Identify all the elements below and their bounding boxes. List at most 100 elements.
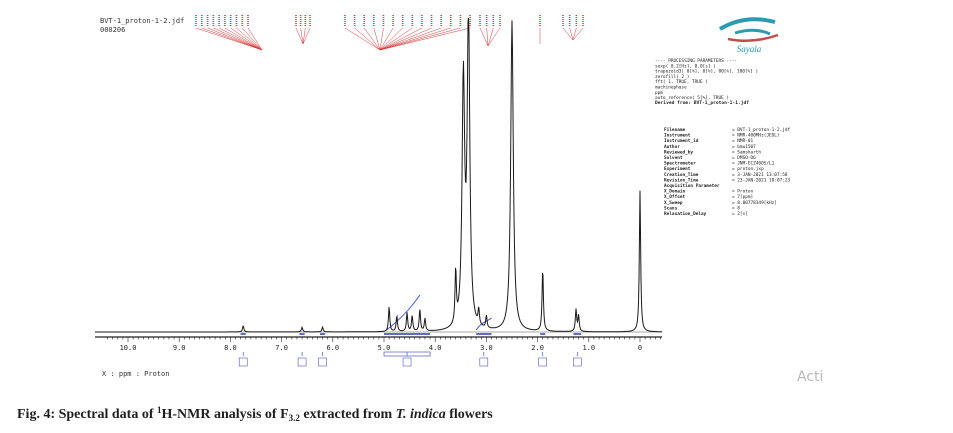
integration-bracket xyxy=(383,351,431,357)
processing-line: sexp( 0.2[Hz], 0.0[s] ) xyxy=(655,63,716,69)
metadata-key: Creation_Time xyxy=(664,172,699,178)
caption-prefix: Fig. 4: Spectral data of xyxy=(17,407,157,422)
peak-label-leader xyxy=(572,27,577,41)
file-id: 000206 xyxy=(100,26,125,34)
peak-label-leader xyxy=(302,27,311,45)
peak-label-leader xyxy=(242,27,263,51)
integration-value-box xyxy=(402,357,412,367)
peak-label-leader xyxy=(364,27,381,51)
metadata-value: = proton.jxp xyxy=(732,166,764,172)
peak-label-leader xyxy=(218,27,263,51)
peak-label-leader xyxy=(224,27,263,51)
integration-value-box xyxy=(238,357,248,367)
metadata-value: = 2[s] xyxy=(732,211,748,217)
integration-value-box xyxy=(538,357,547,367)
peak-label-leader xyxy=(344,27,381,51)
peak-label-leader xyxy=(295,27,304,45)
caption-italic: T. indica xyxy=(396,407,446,422)
peak-label-leader xyxy=(379,27,394,51)
metadata-key: Author xyxy=(664,144,680,150)
logo-text: Sayala xyxy=(737,44,762,54)
metadata-key: Instrument xyxy=(664,133,691,139)
metadata-key: Scans xyxy=(664,205,678,211)
peak-label-leader xyxy=(379,27,442,51)
peak-label-leader xyxy=(195,27,263,51)
x-tick-label: 8.0 xyxy=(224,344,237,352)
processing-line: ---- PROCESSING PARAMETERS ---- xyxy=(655,58,737,64)
processing-line: trapezoid3( 0[%], 0[%], 80[%], 100[%] ) xyxy=(655,69,758,75)
processing-line: zerofill( 2 ) xyxy=(655,74,689,80)
caption-suffix: flowers xyxy=(446,407,494,422)
metadata-value: = 7[ppm] xyxy=(732,194,753,200)
metadata-value: = 8.00778349[kHz] xyxy=(732,200,777,206)
peak-label-leader xyxy=(302,27,306,45)
x-tick-label: 7.0 xyxy=(275,344,288,352)
processing-parameters: ---- PROCESSING PARAMETERS ----sexp( 0.2… xyxy=(655,58,758,106)
caption-sub: 3.2 xyxy=(289,413,301,423)
caption-after-sub: extracted from xyxy=(300,407,396,422)
x-axis-ticks: 10.0 9.0 8.0 7.0 6.0 5.0 4.0 3.0 2.0 1.0 0 xyxy=(107,337,661,352)
peak-label-leader xyxy=(569,27,574,41)
x-tick-label: 6.0 xyxy=(326,344,339,352)
processing-line: machinephase xyxy=(655,85,687,91)
peak-label-leader xyxy=(379,27,451,51)
x-tick-label: 1.0 xyxy=(582,344,595,352)
metadata-key: Spectrometer xyxy=(664,161,696,167)
processing-line: auto_reference( 5[%], TRUE ) xyxy=(655,95,729,101)
metadata-value: = Proton xyxy=(732,189,754,195)
metadata-value: = Samsharth xyxy=(732,149,761,155)
x-axis-label: X : ppm : Proton xyxy=(102,370,169,378)
x-tick-label: 9.0 xyxy=(173,344,186,352)
peak-label-leader xyxy=(562,27,574,41)
file-name: BVT-1_proton-1-2.jdf xyxy=(100,17,184,25)
integration-value-box xyxy=(573,357,582,367)
integration-value-box xyxy=(297,357,307,367)
metadata-value: = JNM-ECZ400S/L1 xyxy=(732,161,775,167)
acquisition-metadata: Filename = BVT-1_proton-1-2.jdf Instrument… xyxy=(664,127,791,217)
logo-swirl-top xyxy=(718,17,776,31)
integration-value-box xyxy=(318,357,327,367)
metadata-value: = 8 xyxy=(732,205,740,211)
x-tick-label: 0 xyxy=(638,344,642,352)
integral-curve-4ppm xyxy=(386,294,421,331)
integration-value-box xyxy=(479,357,489,367)
peak-label-leader xyxy=(201,27,263,51)
metadata-key: Revision_Time xyxy=(664,177,699,183)
peak-label-leader xyxy=(373,27,381,51)
peak-label-leader xyxy=(379,27,461,51)
x-tick-label: 2.0 xyxy=(531,344,544,352)
metadata-key: Reviewed_by xyxy=(664,149,693,155)
peak-label-leader xyxy=(379,27,403,51)
peak-label-leader xyxy=(572,27,584,41)
peak-label-leader xyxy=(230,27,263,51)
metadata-value: = DMSO-D6 xyxy=(732,155,756,161)
x-tick-label: 4.0 xyxy=(429,344,442,352)
metadata-key: X_Domain xyxy=(664,189,686,195)
metadata-key: X_Sweep xyxy=(664,200,683,206)
peak-label-leader xyxy=(247,27,263,51)
caption-sup: 1 xyxy=(157,405,162,415)
metadata-key: X_Offset xyxy=(664,194,686,200)
peak-label-leader xyxy=(479,27,489,47)
peak-label-fans xyxy=(195,15,584,51)
metadata-value: = 3-JAN-2021 13:07:58 xyxy=(732,172,788,178)
peak-label-leader xyxy=(379,27,384,51)
peak-label-leader xyxy=(487,27,494,47)
integral-curve-3ppm xyxy=(475,317,492,331)
peak-label-leader xyxy=(354,27,381,51)
peak-label-leader xyxy=(236,27,263,51)
metadata-value: = 23-JAN-2021 18:07:23 xyxy=(732,177,791,183)
watermark-text: Acti xyxy=(797,369,823,385)
x-tick-label: 5.0 xyxy=(378,344,391,352)
peak-label-leader xyxy=(379,27,432,51)
metadata-key: Experiment xyxy=(664,166,691,172)
metadata-key: Filename xyxy=(664,127,686,133)
metadata-value: = NMR-400MHz(JEOL) xyxy=(732,133,780,139)
metadata-value: = bmu1507 xyxy=(732,144,756,150)
peak-label-leader xyxy=(300,27,304,45)
logo-swirl-mid xyxy=(734,28,771,36)
processing-line: ppm xyxy=(655,91,663,96)
metadata-key: Relaxation_Delay xyxy=(664,211,707,217)
peak-label-leader xyxy=(207,27,263,51)
